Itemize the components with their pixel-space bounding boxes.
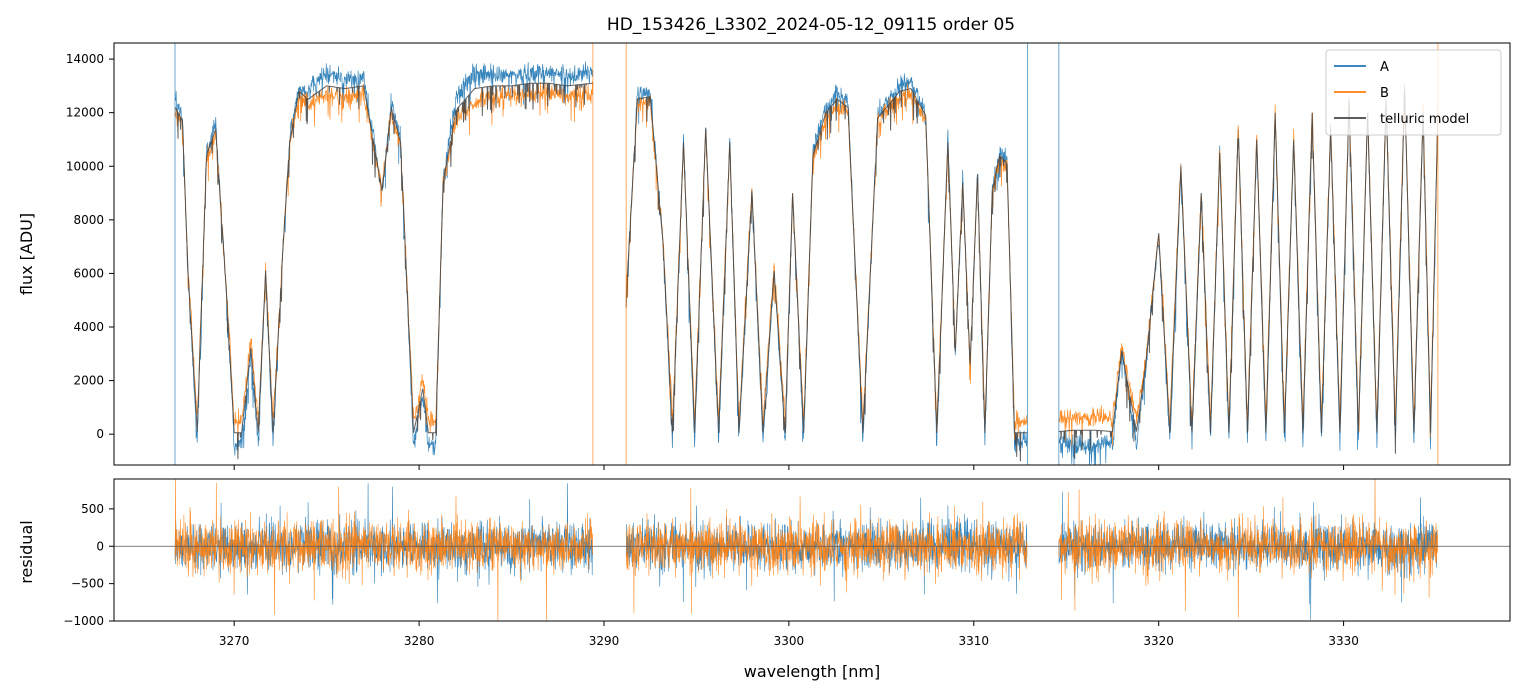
bottom-y-tick-label: −1000 xyxy=(63,614,104,628)
legend-label-b: B xyxy=(1380,86,1389,101)
bottom-y-axis: −1000 −500 0 500 xyxy=(63,502,114,628)
bottom-x-tick-label: 3270 xyxy=(219,634,250,648)
top-plot-frame xyxy=(113,42,1511,466)
series-line-telluric-model xyxy=(174,82,593,460)
residual-line-b xyxy=(174,479,593,621)
legend-label-model: telluric model xyxy=(1380,112,1469,127)
bottom-x-tick-label: 3310 xyxy=(959,634,990,648)
bottom-plot-frame xyxy=(113,478,1511,622)
top-y-tick-label: 12000 xyxy=(66,106,104,120)
bottom-y-axis-title: residual xyxy=(17,520,36,583)
top-y-tick-label: 4000 xyxy=(73,320,104,334)
bottom-x-tick-label: 3320 xyxy=(1143,634,1174,648)
bottom-x-axis: 3270 3280 3290 3300 3310 3320 3330 xyxy=(219,621,1359,648)
top-y-axis-title: flux [ADU] xyxy=(17,213,36,295)
top-y-tick-label: 10000 xyxy=(66,159,104,173)
top-series-group xyxy=(174,43,1439,465)
bottom-series-group xyxy=(114,479,1510,621)
x-axis-title: wavelength [nm] xyxy=(744,662,881,681)
top-panel: 0 2000 4000 6000 8000 10000 12000 14000 flux [A… xyxy=(17,42,1511,470)
bottom-panel: −1000 −500 0 500 3270 3280 3290 3300 3310 3320 33… xyxy=(17,478,1511,681)
bottom-y-tick-label: 500 xyxy=(81,502,104,516)
series-line-telluric-model xyxy=(625,87,1028,462)
top-y-tick-label: 2000 xyxy=(73,374,104,388)
bottom-x-tick-label: 3330 xyxy=(1328,634,1359,648)
residual-line-b xyxy=(1058,479,1438,618)
legend-label-a: A xyxy=(1380,60,1389,75)
bottom-x-tick-label: 3300 xyxy=(774,634,805,648)
top-x-axis xyxy=(233,465,1345,470)
bottom-x-tick-label: 3290 xyxy=(589,634,620,648)
top-y-tick-label: 6000 xyxy=(73,266,104,280)
top-y-tick-label: 0 xyxy=(96,427,104,441)
series-line-b xyxy=(174,81,594,441)
bottom-y-tick-label: 0 xyxy=(96,539,104,553)
top-y-axis: 0 2000 4000 6000 8000 10000 12000 14000 xyxy=(66,52,114,441)
series-line-telluric-model xyxy=(1058,88,1439,460)
bottom-x-tick-label: 3280 xyxy=(404,634,435,648)
chart-title: HD_153426_L3302_2024-05-12_09115 order 0… xyxy=(607,15,1015,35)
legend: A B telluric model xyxy=(1325,49,1502,136)
top-y-tick-label: 14000 xyxy=(66,52,104,66)
top-y-tick-label: 8000 xyxy=(73,213,104,227)
bottom-y-tick-label: −500 xyxy=(71,577,104,591)
legend-box xyxy=(1325,49,1502,136)
